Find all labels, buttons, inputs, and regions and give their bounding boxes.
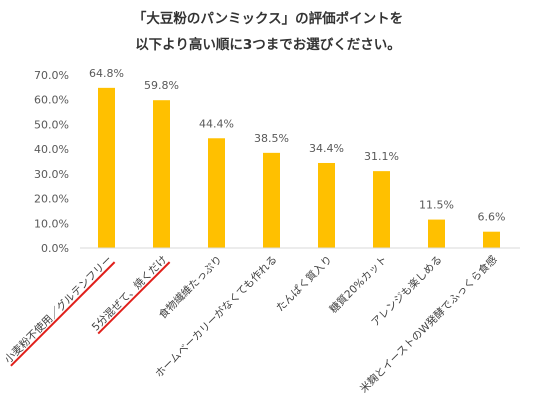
- bar: [263, 152, 280, 248]
- data-label: 44.4%: [199, 117, 234, 130]
- y-tick-label: 40.0%: [34, 143, 69, 156]
- bar: [483, 231, 500, 248]
- y-tick-label: 70.0%: [34, 69, 69, 82]
- data-label: 6.6%: [478, 211, 506, 224]
- data-label: 59.8%: [144, 79, 179, 92]
- data-label: 34.4%: [309, 142, 344, 155]
- bar: [153, 100, 170, 248]
- highlight-underlines: [10, 261, 171, 367]
- category-label: ホームベーカリーがなくても作れる: [152, 253, 279, 380]
- y-tick-label: 30.0%: [34, 168, 69, 181]
- category-label: 小麦粉不使用／グルテンフリー: [2, 253, 115, 366]
- category-labels: 小麦粉不使用／グルテンフリー5分混ぜて、焼くだけ食物繊維たっぷりホームベーカリー…: [2, 253, 500, 396]
- bar: [98, 87, 115, 248]
- data-label: 38.5%: [254, 132, 289, 145]
- bar: [208, 138, 225, 248]
- y-axis-ticks: 0.0% 10.0% 20.0% 30.0% 40.0% 50.0% 60.0% 70.0%: [34, 69, 69, 255]
- y-tick-label: 0.0%: [41, 242, 69, 255]
- bar: [318, 162, 335, 248]
- data-label: 11.5%: [419, 199, 454, 212]
- chart-subtitle: 以下より高い順に3つまでお選びください。: [135, 36, 401, 53]
- highlight-underline: [97, 261, 171, 335]
- category-label: たんぱく質入り: [273, 253, 334, 314]
- bars: [98, 87, 500, 248]
- y-tick-label: 20.0%: [34, 193, 69, 206]
- data-label: 31.1%: [364, 150, 399, 163]
- bar: [428, 219, 445, 248]
- y-tick-label: 50.0%: [34, 118, 69, 131]
- data-labels: 64.8% 59.8% 44.4% 38.5% 34.4% 31.1% 11.5% 6.6%: [89, 67, 505, 224]
- data-label: 64.8%: [89, 67, 124, 80]
- chart-title: 「大豆粉のパンミックス」の評価ポイントを: [133, 10, 403, 27]
- highlight-underline: [10, 261, 116, 367]
- y-tick-label: 60.0%: [34, 94, 69, 107]
- category-label: 糖質20%カット: [327, 253, 390, 316]
- bar: [373, 171, 390, 248]
- y-tick-label: 10.0%: [34, 217, 69, 230]
